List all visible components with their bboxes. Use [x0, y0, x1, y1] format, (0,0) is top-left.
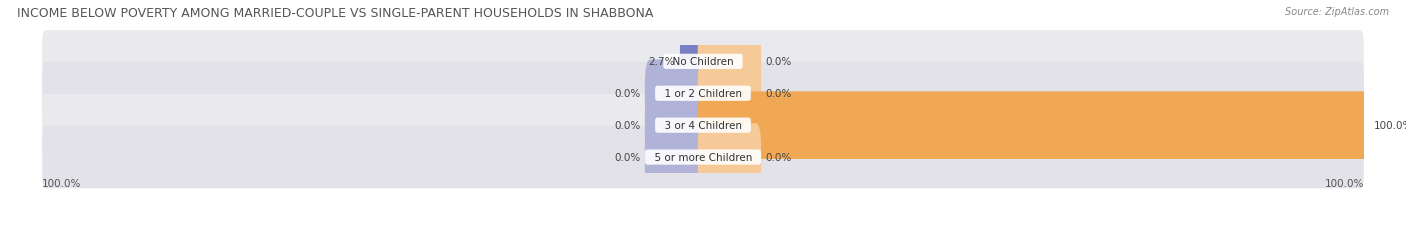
FancyBboxPatch shape: [645, 92, 709, 159]
Text: 0.0%: 0.0%: [614, 89, 640, 99]
FancyBboxPatch shape: [42, 63, 1364, 125]
Text: INCOME BELOW POVERTY AMONG MARRIED-COUPLE VS SINGLE-PARENT HOUSEHOLDS IN SHABBON: INCOME BELOW POVERTY AMONG MARRIED-COUPL…: [17, 7, 654, 20]
Legend: Married Couples, Single Parents: Married Couples, Single Parents: [582, 227, 824, 231]
Text: 100.0%: 100.0%: [1374, 121, 1406, 131]
FancyBboxPatch shape: [697, 60, 761, 128]
Text: 0.0%: 0.0%: [614, 121, 640, 131]
Text: 5 or more Children: 5 or more Children: [648, 152, 758, 162]
FancyBboxPatch shape: [42, 126, 1364, 188]
Text: 0.0%: 0.0%: [766, 57, 792, 67]
FancyBboxPatch shape: [681, 28, 709, 96]
Text: Source: ZipAtlas.com: Source: ZipAtlas.com: [1285, 7, 1389, 17]
Text: No Children: No Children: [666, 57, 740, 67]
FancyBboxPatch shape: [42, 31, 1364, 93]
Text: 2.7%: 2.7%: [648, 57, 675, 67]
FancyBboxPatch shape: [697, 124, 761, 191]
FancyBboxPatch shape: [645, 124, 709, 191]
FancyBboxPatch shape: [697, 92, 1369, 159]
Text: 100.0%: 100.0%: [42, 178, 82, 188]
Text: 0.0%: 0.0%: [614, 152, 640, 162]
Text: 0.0%: 0.0%: [766, 152, 792, 162]
Text: 100.0%: 100.0%: [1324, 178, 1364, 188]
Text: 0.0%: 0.0%: [766, 89, 792, 99]
Text: 3 or 4 Children: 3 or 4 Children: [658, 121, 748, 131]
FancyBboxPatch shape: [697, 28, 761, 96]
Text: 1 or 2 Children: 1 or 2 Children: [658, 89, 748, 99]
FancyBboxPatch shape: [645, 60, 709, 128]
FancyBboxPatch shape: [42, 94, 1364, 157]
